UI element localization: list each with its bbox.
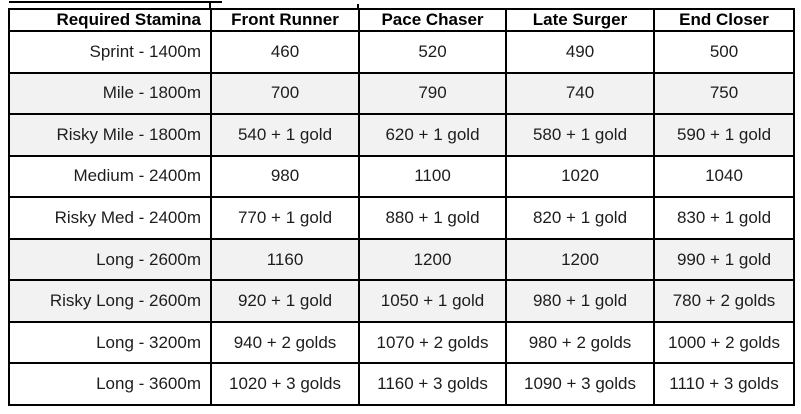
cell-late-surger: 580 + 1 gold: [505, 113, 655, 157]
cell-end-closer: 750: [653, 71, 795, 116]
table-row-sprint-1400m: Sprint - 1400m 460 520 490 500: [8, 30, 795, 74]
cell-late-surger: 820 + 1 gold: [505, 196, 655, 240]
cell-end-closer: 1040: [653, 154, 795, 199]
col-header-required-stamina: Required Stamina: [8, 8, 212, 32]
cell-late-surger: 1090 + 3 golds: [505, 362, 655, 406]
cell-front-runner: 460: [210, 30, 360, 74]
cell-pace-chaser: 1160 + 3 golds: [358, 362, 507, 406]
cell-pace-chaser: 520: [358, 30, 507, 74]
cell-front-runner: 1020 + 3 golds: [210, 362, 360, 406]
cell-late-surger: 1200: [505, 237, 655, 282]
cell-front-runner: 1160: [210, 237, 360, 282]
col-header-end-closer: End Closer: [653, 8, 795, 32]
table-row-long-3600m: Long - 3600m 1020 + 3 golds 1160 + 3 gol…: [8, 362, 795, 406]
cell-pace-chaser: 880 + 1 gold: [358, 196, 507, 240]
cell-front-runner: 540 + 1 gold: [210, 113, 360, 157]
cell-pace-chaser: 620 + 1 gold: [358, 113, 507, 157]
cell-front-runner: 920 + 1 gold: [210, 279, 360, 323]
row-label: Long - 3600m: [8, 362, 212, 406]
col-header-pace-chaser: Pace Chaser: [358, 8, 507, 32]
cell-pace-chaser: 1100: [358, 154, 507, 199]
cell-pace-chaser: 1050 + 1 gold: [358, 279, 507, 323]
cell-late-surger: 980 + 2 golds: [505, 320, 655, 365]
table-row-medium-2400m: Medium - 2400m 980 1100 1020 1040: [8, 154, 795, 199]
cell-late-surger: 740: [505, 71, 655, 116]
row-label: Medium - 2400m: [8, 154, 212, 199]
cell-end-closer: 500: [653, 30, 795, 74]
table-row-mile-1800m: Mile - 1800m 700 790 740 750: [8, 71, 795, 116]
cell-late-surger: 1020: [505, 154, 655, 199]
row-label: Risky Mile - 1800m: [8, 113, 212, 157]
cell-pace-chaser: 1200: [358, 237, 507, 282]
col-header-late-surger: Late Surger: [505, 8, 655, 32]
cropped-top-line-stub: [357, 4, 359, 9]
cell-end-closer: 990 + 1 gold: [653, 237, 795, 282]
cell-pace-chaser: 790: [358, 71, 507, 116]
cell-end-closer: 590 + 1 gold: [653, 113, 795, 157]
cell-end-closer: 1000 + 2 golds: [653, 320, 795, 365]
cell-end-closer: 780 + 2 golds: [653, 279, 795, 323]
stamina-requirements-table: Required Stamina Front Runner Pace Chase…: [8, 8, 795, 406]
row-label: Sprint - 1400m: [8, 30, 212, 74]
header-row: Required Stamina Front Runner Pace Chase…: [8, 8, 795, 32]
cell-front-runner: 940 + 2 golds: [210, 320, 360, 365]
cropped-top-line-stub: [209, 1, 211, 9]
cell-end-closer: 830 + 1 gold: [653, 196, 795, 240]
table-row-risky-mile-1800m: Risky Mile - 1800m 540 + 1 gold 620 + 1 …: [8, 113, 795, 157]
table-row-risky-med-2400m: Risky Med - 2400m 770 + 1 gold 880 + 1 g…: [8, 196, 795, 240]
row-label: Mile - 1800m: [8, 71, 212, 116]
cell-front-runner: 980: [210, 154, 360, 199]
col-header-front-runner: Front Runner: [210, 8, 360, 32]
table-row-long-2600m: Long - 2600m 1160 1200 1200 990 + 1 gold: [8, 237, 795, 282]
cell-late-surger: 490: [505, 30, 655, 74]
cell-pace-chaser: 1070 + 2 golds: [358, 320, 507, 365]
row-label: Long - 3200m: [8, 320, 212, 365]
cell-end-closer: 1110 + 3 golds: [653, 362, 795, 406]
row-label: Risky Long - 2600m: [8, 279, 212, 323]
row-label: Long - 2600m: [8, 237, 212, 282]
table-row-risky-long-2600m: Risky Long - 2600m 920 + 1 gold 1050 + 1…: [8, 279, 795, 323]
cell-late-surger: 980 + 1 gold: [505, 279, 655, 323]
table-row-long-3200m: Long - 3200m 940 + 2 golds 1070 + 2 gold…: [8, 320, 795, 365]
row-label: Risky Med - 2400m: [8, 196, 212, 240]
cropped-top-line: [9, 1, 222, 3]
cell-front-runner: 700: [210, 71, 360, 116]
cell-front-runner: 770 + 1 gold: [210, 196, 360, 240]
